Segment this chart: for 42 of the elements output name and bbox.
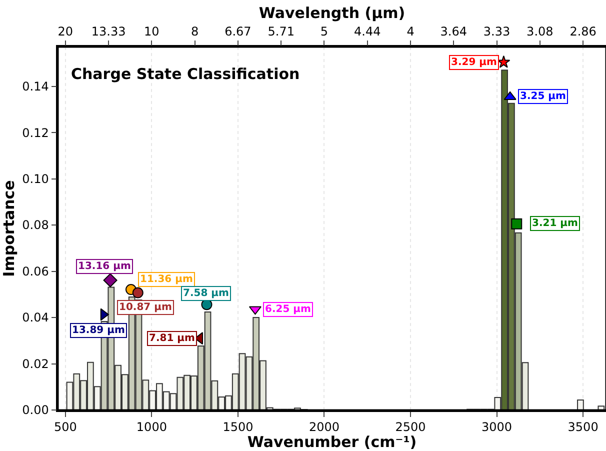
y-tick-label: 0.00 — [22, 403, 49, 418]
series-label: 7.81 µm — [149, 333, 195, 344]
x-tick-label: 1500 — [222, 420, 254, 434]
text: 4 — [406, 24, 414, 38]
series-label: 13.89 µm — [72, 325, 125, 336]
y-tick-label: 0.02 — [22, 356, 49, 371]
text: 3.08 — [526, 24, 554, 38]
x-tick-label: 2000 — [308, 420, 340, 434]
text: 4.44 — [354, 24, 381, 38]
text: 5 — [320, 24, 328, 38]
series-label: 3.21 µm — [532, 218, 578, 229]
text: 20 — [58, 24, 74, 38]
y-tick-label: 0.08 — [22, 218, 49, 232]
x-axis-title: Wavenumber (cm⁻¹) — [247, 433, 417, 451]
x-tick-label: 3000 — [482, 420, 512, 434]
y-tick-label: 0.04 — [22, 310, 49, 325]
x-tick-label: 3500 — [568, 420, 598, 434]
text: 10 — [144, 24, 160, 38]
y-tick-label: 0.12 — [22, 126, 49, 140]
text: 13.33 — [91, 24, 126, 38]
x-tick-label: 2500 — [395, 420, 426, 434]
text: 3.64 — [440, 24, 467, 38]
text: 8 — [191, 24, 199, 38]
text: 2.86 — [570, 24, 596, 38]
x-tick-label: 1000 — [136, 420, 167, 434]
series-label: 7.58 µm — [183, 288, 229, 299]
x2-axis-title: Wavelength (µm) — [258, 4, 406, 22]
text: 3.33 — [483, 24, 510, 38]
series-label: 6.25 µm — [265, 304, 311, 315]
series-label: 3.29 µm — [451, 57, 497, 68]
y-tick-label: 0.06 — [22, 264, 49, 278]
series-label: 3.25 µm — [520, 91, 566, 102]
series-label: 13.16 µm — [78, 261, 131, 272]
series-label: 10.87 µm — [119, 302, 172, 313]
y-tick-label: 0.10 — [22, 172, 49, 186]
y-axis-title: Importance — [0, 180, 18, 277]
x-tick-label: 500 — [54, 420, 77, 434]
text: 5.71 — [268, 24, 294, 38]
series-label: 11.36 µm — [140, 274, 193, 285]
text: 6.67 — [224, 24, 252, 38]
y-tick-label: 0.14 — [22, 80, 49, 94]
text: Charge State Classification — [71, 65, 300, 83]
